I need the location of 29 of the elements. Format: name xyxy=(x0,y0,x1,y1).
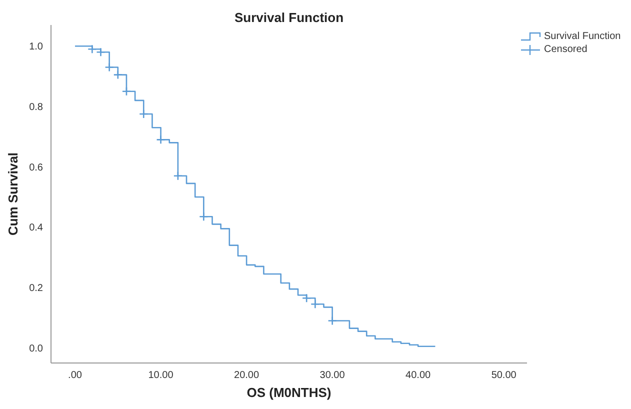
x-tick-label: 50.00 xyxy=(491,370,517,382)
point xyxy=(88,44,97,54)
point xyxy=(302,293,312,303)
point xyxy=(156,135,166,144)
x-tick-label: 40.00 xyxy=(406,370,432,382)
chart-title: Survival Function xyxy=(233,10,345,25)
y-tick-label: 0.0 xyxy=(29,343,44,354)
y-tick-label: 0.8 xyxy=(29,102,44,114)
point xyxy=(104,62,114,72)
point xyxy=(173,171,183,181)
legend-label: Survival Function xyxy=(544,30,621,43)
y-axis-title: Cum Survival xyxy=(6,152,21,236)
x-tick-label: 20.00 xyxy=(234,370,260,382)
point xyxy=(328,316,337,326)
point xyxy=(113,70,123,80)
point xyxy=(138,109,148,119)
point xyxy=(122,86,132,96)
y-tick-label: 1.0 xyxy=(29,42,44,53)
y-tick-label: 0.6 xyxy=(29,162,44,174)
y-tick-label: 0.4 xyxy=(29,222,44,234)
x-tick-label: 30.00 xyxy=(320,370,346,382)
point xyxy=(310,300,320,309)
x-tick-label: 10.00 xyxy=(148,370,174,382)
legend-label: Censored xyxy=(544,43,588,56)
point xyxy=(199,212,208,222)
x-axis-title: OS (M0NTHS) xyxy=(246,385,332,400)
x-tick-label: .00 xyxy=(68,370,82,382)
y-tick-label: 0.2 xyxy=(29,283,44,294)
point xyxy=(96,48,106,57)
